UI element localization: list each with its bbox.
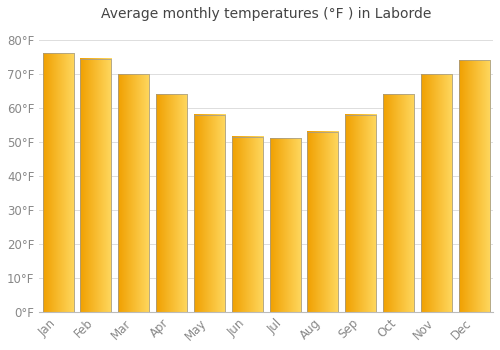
Bar <box>458 60 490 312</box>
Bar <box>421 74 452 312</box>
Bar <box>42 54 74 312</box>
Bar <box>345 115 376 312</box>
Bar <box>156 94 187 312</box>
Bar <box>270 139 300 312</box>
Bar <box>308 132 338 312</box>
Bar <box>118 74 149 312</box>
Bar <box>194 115 225 312</box>
Title: Average monthly temperatures (°F ) in Laborde: Average monthly temperatures (°F ) in La… <box>101 7 432 21</box>
Bar <box>80 58 112 312</box>
Bar <box>383 94 414 312</box>
Bar <box>232 137 262 312</box>
